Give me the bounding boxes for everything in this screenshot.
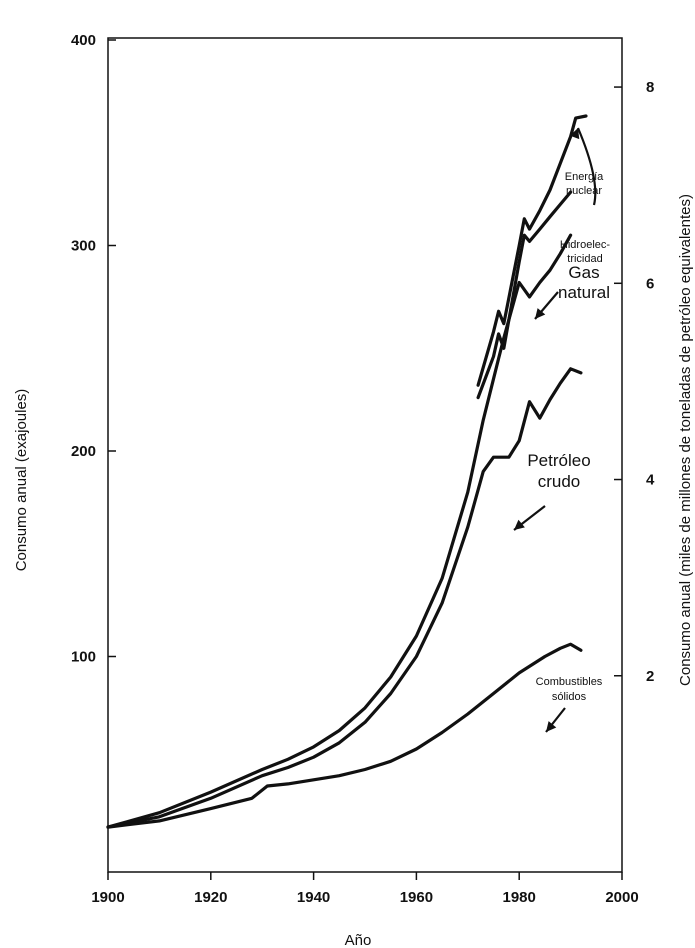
- solid-fuels-arrow-head: [546, 721, 557, 732]
- arrowhead: [546, 721, 557, 732]
- label-nuclear-energy-line: nuclear: [566, 185, 602, 197]
- y2-tick-label: 6: [646, 275, 654, 292]
- annotation-arrows: [513, 127, 597, 733]
- plot-border: [107, 37, 623, 873]
- x-tick-label: 1940: [297, 889, 330, 906]
- label-natural-gas-line: Gas: [568, 263, 599, 282]
- oil-arrow-head: [514, 519, 525, 530]
- axis-ticks: 1900 1920 1940 1960 1980 2000 100 200 300 400 2 4 6 8: [71, 32, 655, 906]
- x-tick-label: 1920: [194, 889, 227, 906]
- x-tick-label: 2000: [605, 889, 638, 906]
- curve-crude-oil: [106, 367, 583, 829]
- label-natural-gas: Gas natural: [558, 263, 610, 302]
- nuclear-arrow-head: [569, 128, 580, 140]
- curve-hydroelectricity: [476, 190, 573, 400]
- label-crude-oil-line: crudo: [538, 472, 581, 491]
- y-tick-label: 200: [71, 443, 96, 460]
- y-tick-label: 400: [71, 32, 96, 49]
- label-hydroelectricity: Hidroelec-tricidad: [560, 239, 610, 265]
- x-tick-label: 1980: [503, 889, 536, 906]
- y-tick-label: 300: [71, 238, 96, 255]
- y-axis-title: Consumo anual (exajoules): [13, 389, 30, 572]
- series-curves: [106, 114, 588, 829]
- y2-tick-label: 2: [646, 668, 654, 685]
- y2-axis-title: Consumo anual (miles de millones de tone…: [677, 194, 694, 686]
- label-nuclear-energy-line: Energía: [565, 171, 604, 183]
- arrowhead: [569, 128, 580, 140]
- y2-tick-label: 4: [646, 472, 655, 489]
- label-hydroelectricity-line: tricidad: [567, 253, 602, 265]
- label-solid-fuels-line: Combustibles: [536, 676, 603, 688]
- y-tick-label: 100: [71, 649, 96, 666]
- arrowhead: [514, 519, 525, 530]
- label-natural-gas-line: natural: [558, 283, 610, 302]
- y2-tick-label: 8: [646, 79, 654, 96]
- label-solid-fuels-line: sólidos: [552, 691, 587, 703]
- curve-natural-gas: [106, 233, 573, 829]
- nuclear-arrow: [576, 127, 597, 206]
- gas-arrow-head: [535, 308, 546, 319]
- x-tick-label: 1900: [91, 889, 124, 906]
- label-nuclear-energy: Energía nuclear: [565, 171, 604, 197]
- x-tick-label: 1960: [400, 889, 433, 906]
- curve-solid-fuels: [106, 642, 583, 829]
- x-axis-title: Año: [345, 932, 372, 948]
- label-crude-oil: Petróleo crudo: [527, 451, 590, 491]
- arrowhead: [535, 308, 546, 319]
- label-crude-oil-line: Petróleo: [527, 451, 590, 470]
- curve-nuclear-energy: [476, 114, 588, 387]
- label-hydroelectricity-line: Hidroelec-: [560, 239, 610, 251]
- label-solid-fuels: Combustibles sólidos: [536, 676, 603, 703]
- plot-frame: [107, 37, 623, 873]
